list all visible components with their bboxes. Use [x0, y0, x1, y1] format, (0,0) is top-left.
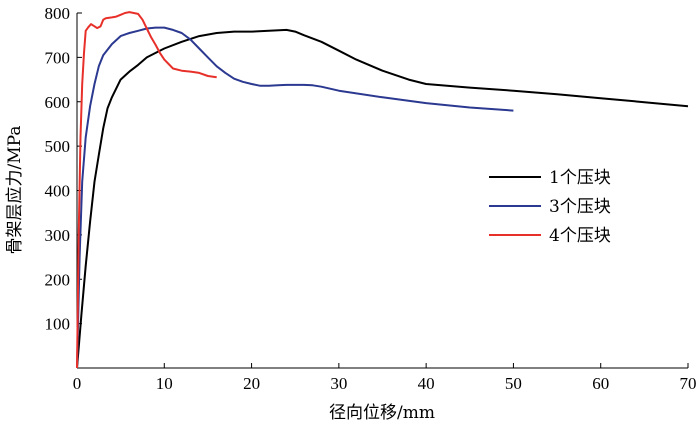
x-tick-label: 0 [73, 374, 82, 393]
x-tick-label: 10 [156, 374, 173, 393]
x-tick-label: 50 [505, 374, 522, 393]
legend-label: 3个压块 [549, 197, 611, 217]
legend-label: 4个压块 [549, 226, 611, 246]
x-tick-label: 70 [680, 374, 697, 393]
x-tick-label: 40 [418, 374, 435, 393]
series-line-3 [76, 11, 217, 369]
x-tick-label: 60 [592, 374, 609, 393]
x-tick-label: 20 [243, 374, 260, 393]
axes [76, 13, 688, 369]
tick-group: 0 10 20 30 40 50 60 70 100 200 300 400 500 600 700 800 [45, 4, 697, 393]
legend-label: 1个压块 [549, 168, 611, 188]
series-line-1 [76, 28, 689, 369]
y-tick-label: 800 [45, 4, 71, 23]
series-line-2 [76, 26, 514, 369]
y-tick-label: 200 [45, 270, 71, 289]
x-axis-title: 径向位移/mm [329, 403, 435, 423]
legend: 1个压块 3个压块 4个压块 [489, 168, 611, 246]
y-tick-label: 500 [45, 137, 71, 156]
y-tick-label: 600 [45, 93, 71, 112]
y-tick-label: 300 [45, 226, 71, 245]
y-axis-title: 骨架层应力/MPa [5, 126, 25, 255]
y-tick-label: 400 [45, 182, 71, 201]
series-group [76, 11, 689, 369]
y-tick-label: 100 [45, 315, 71, 334]
y-tick-label: 700 [45, 48, 71, 67]
x-tick-label: 30 [330, 374, 347, 393]
